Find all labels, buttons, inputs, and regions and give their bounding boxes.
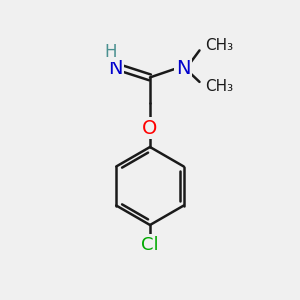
Text: CH₃: CH₃ bbox=[206, 38, 234, 52]
Text: CH₃: CH₃ bbox=[206, 79, 234, 94]
Text: Cl: Cl bbox=[141, 236, 159, 253]
Text: H: H bbox=[105, 43, 117, 61]
Text: O: O bbox=[142, 119, 158, 138]
Text: N: N bbox=[176, 59, 190, 78]
Text: N: N bbox=[108, 59, 123, 78]
